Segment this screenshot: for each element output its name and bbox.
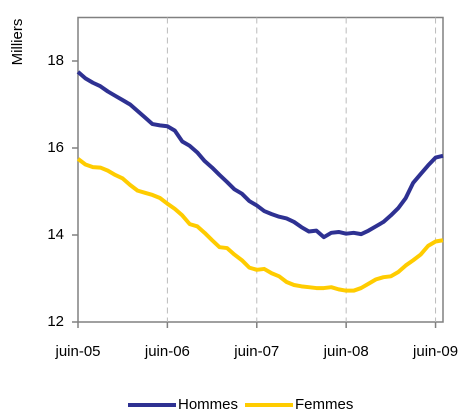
- y-tick-label: 16: [47, 139, 64, 156]
- legend-label: Femmes: [295, 396, 353, 413]
- x-tick-label: juin-06: [144, 343, 190, 360]
- x-tick-label: juin-09: [412, 343, 458, 360]
- legend-label: Hommes: [178, 396, 238, 413]
- y-tick-label: 14: [47, 226, 64, 243]
- series-line: [76, 70, 444, 240]
- y-tick-label: 18: [47, 52, 64, 69]
- y-tick-label: 12: [47, 313, 64, 330]
- x-tick-label: juin-08: [323, 343, 369, 360]
- series-line: [76, 157, 444, 293]
- x-tick-label: juin-05: [54, 343, 100, 360]
- y-axis-label: Milliers: [9, 19, 26, 66]
- plot-area: [77, 16, 444, 323]
- x-tick-label: juin-07: [233, 343, 279, 360]
